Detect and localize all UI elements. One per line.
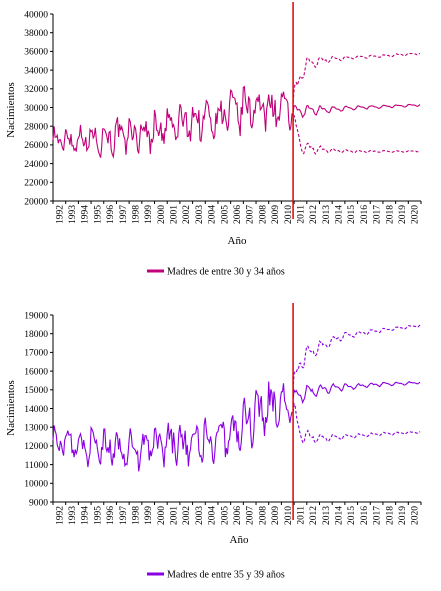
x-tick-label: 2001 [170,506,180,525]
x-tick-label: 2011 [296,506,306,525]
series-observed-line [52,381,293,472]
y-tick-label: 40000 [24,10,48,20]
x-tick-label: 1994 [81,205,91,224]
series-observed-line [52,85,293,159]
x-tick-label: 2010 [284,205,294,224]
x-tick-label: 2004 [208,506,218,525]
chart-1: Nacimientos Año Madres de entre 30 y 34 … [5,2,422,278]
y-tick-label: 38000 [24,29,48,39]
y-tick-label: 9000 [29,498,48,508]
y-tick-label: 34000 [24,66,48,76]
x-tick-label: 2003 [195,205,205,224]
x-tick-label: 2005 [220,506,230,525]
series-upper-line [292,52,421,103]
x-tick-label: 2005 [220,205,230,224]
legend-label: Madres de entre 35 y 39 años [167,570,285,581]
y-tick-label: 32000 [24,85,48,95]
chart-2: Nacimientos Año Madres de entre 35 y 39 … [5,303,422,581]
x-tick-label: 1999 [144,506,154,525]
y-tick-label: 13000 [24,424,48,434]
y-tick-label: 19000 [24,311,48,321]
x-tick-label: 1999 [144,205,154,224]
x-tick-label: 1998 [131,506,141,525]
y-tick-label: 15000 [24,386,48,396]
y-tick-label: 14000 [24,405,48,415]
y-tick-label: 10000 [24,480,48,490]
y-tick-label: 18000 [24,330,48,340]
y-tick-label: 16000 [24,367,48,377]
x-tick-label: 2006 [233,506,243,525]
x-tick-label: 2000 [157,506,167,525]
x-tick-label: 2008 [258,506,268,525]
y-tick-label: 17000 [24,349,48,359]
x-tick-label: 2004 [208,205,218,224]
x-tick-label: 1993 [68,205,78,224]
x-tick-label: 1996 [106,205,116,224]
y-tick-label: 12000 [24,442,48,452]
x-tick-label: 2006 [233,205,243,224]
y-axis-label: Nacimientos [5,82,17,138]
y-axis-label: Nacimientos [5,380,17,436]
legend-label: Madres de entre 30 y 34 años [167,267,285,278]
legend: Madres de entre 35 y 39 años [147,570,285,581]
x-tick-label: 2002 [182,506,192,525]
x-tick-label: 2020 [411,506,421,525]
x-tick-label: 2013 [322,205,332,224]
x-axis-label: Año [230,534,249,546]
x-tick-label: 2009 [271,506,281,525]
x-tick-label: 2016 [360,205,370,224]
y-tick-label: 30000 [24,104,48,114]
x-tick-label: 2000 [157,205,167,224]
x-tick-label: 1997 [119,205,129,224]
x-tick-label: 1994 [81,506,91,525]
y-tick-label: 11000 [25,461,49,471]
x-tick-label: 1996 [106,506,116,525]
y-tick-label: 36000 [24,48,48,58]
x-tick-label: 1995 [93,205,103,224]
x-tick-label: 2017 [373,205,383,224]
x-tick-label: 2002 [182,205,192,224]
x-tick-label: 2018 [385,205,395,224]
x-tick-label: 1992 [55,506,65,525]
x-tick-label: 2019 [398,205,408,224]
x-tick-label: 2007 [246,205,256,224]
series-upper-line [292,324,421,390]
x-tick-label: 1993 [68,506,78,525]
x-tick-label: 2012 [309,205,319,224]
x-tick-label: 2015 [347,205,357,224]
x-tick-label: 2015 [347,506,357,525]
series-forecast-line [292,381,421,405]
x-tick-label: 2012 [309,506,319,525]
series-lower-line [292,115,421,155]
y-tick-label: 20000 [24,197,48,207]
y-tick-label: 24000 [24,160,48,170]
x-tick-label: 1995 [93,506,103,525]
x-axis-label: Año [228,235,247,247]
series-forecast-line [292,103,421,119]
x-tick-label: 2013 [322,506,332,525]
x-tick-label: 1998 [131,205,141,224]
x-tick-label: 2011 [296,205,306,224]
x-tick-label: 2014 [335,205,345,224]
x-tick-label: 2019 [398,506,408,525]
x-tick-label: 2014 [335,506,345,525]
x-tick-label: 2018 [385,506,395,525]
x-tick-label: 2017 [373,506,383,525]
x-tick-label: 2007 [246,506,256,525]
x-tick-label: 1992 [55,205,65,224]
x-tick-label: 2008 [258,205,268,224]
x-tick-label: 2020 [411,205,421,224]
series-lower-line [292,401,421,444]
x-tick-label: 2003 [195,506,205,525]
y-tick-label: 28000 [24,123,48,133]
y-tick-label: 26000 [24,141,48,151]
x-tick-label: 2010 [284,506,294,525]
legend: Madres de entre 30 y 34 años [147,267,285,278]
x-tick-label: 2016 [360,506,370,525]
x-tick-label: 2001 [170,205,180,224]
y-tick-label: 22000 [24,179,48,189]
x-tick-label: 2009 [271,205,281,224]
x-tick-label: 1997 [119,506,129,525]
